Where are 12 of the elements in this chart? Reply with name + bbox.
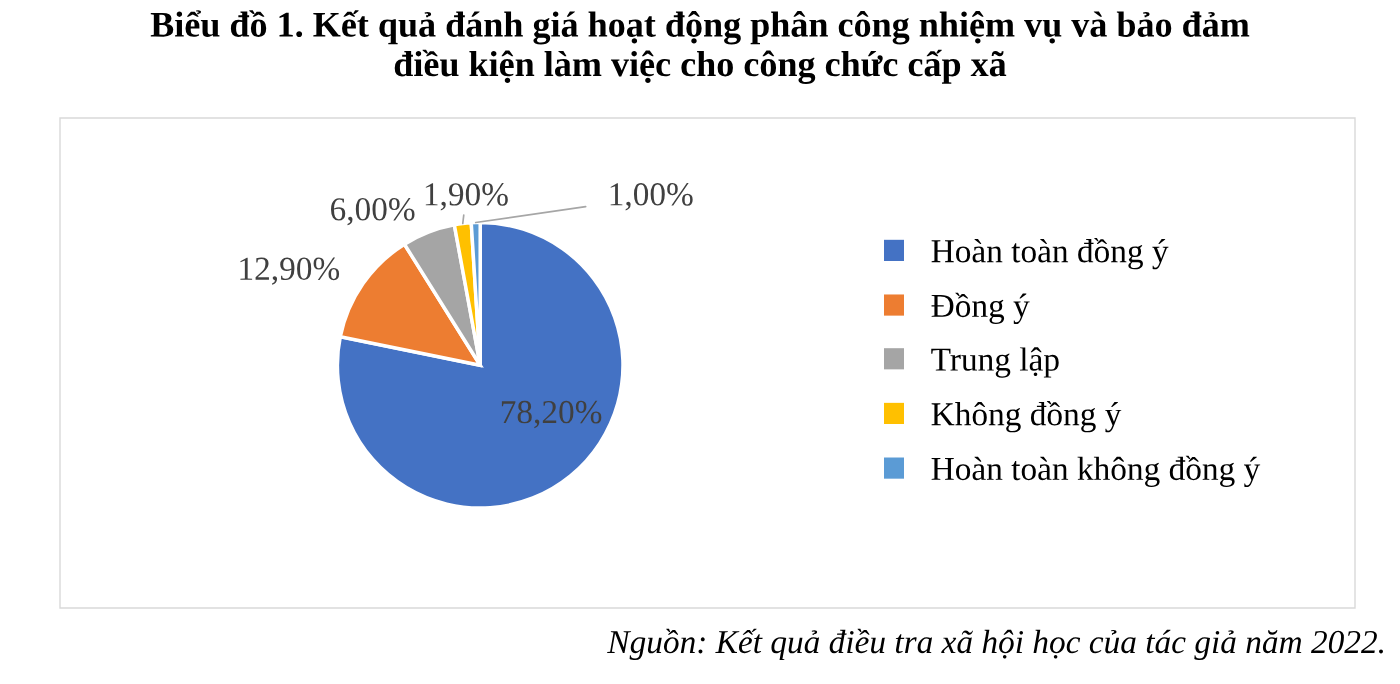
data-label: 78,20% (501, 400, 602, 429)
legend-label: Hoàn toàn không đồng ý (931, 455, 1261, 488)
chart-title: Biểu đồ 1. Kết quả đánh giá hoạt động phân công nhiệm vụ và bảo đảm điều kiện làm việc cho công chức cấp xã (150, 10, 1250, 84)
text: Nguồn: Kết quả điều tra xã hội học của tác giả năm 2022. (607, 628, 1383, 661)
data-label: 1,90% (425, 183, 508, 211)
legend-label: Không đồng ý (931, 401, 1122, 433)
data-label: 12,90% (240, 257, 340, 285)
data-label: 1,00% (610, 183, 693, 211)
legend-label: Đồng ý (931, 292, 1030, 324)
legend-label: Trung lập (931, 347, 1059, 378)
data-label: 6,00% (331, 198, 415, 226)
legend-label: Hoàn toàn đồng ý (931, 238, 1169, 270)
